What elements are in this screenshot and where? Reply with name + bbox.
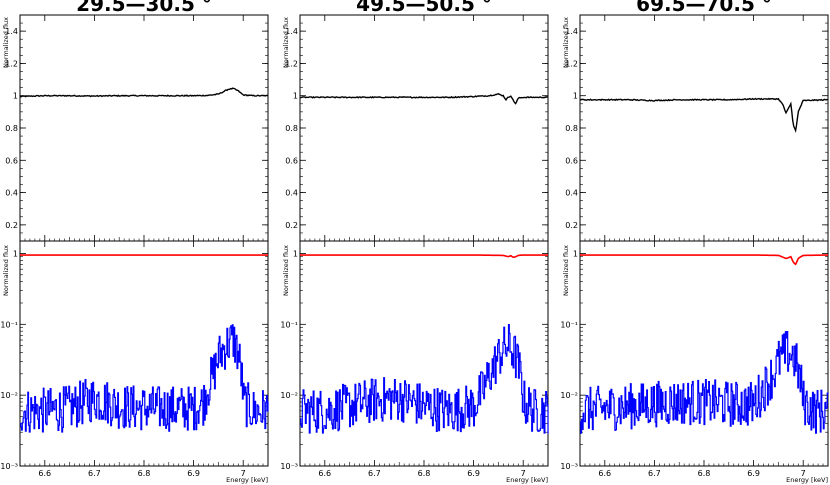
y-tick-label: 0.2	[5, 221, 18, 230]
y-tick-label: 10⁻²	[0, 391, 18, 400]
top-plot-frame	[19, 14, 269, 242]
chart-panel-3: 69.5—70.5 °0.20.40.60.811.21.4Normalized…	[560, 0, 829, 484]
y-tick-label: 0.6	[5, 156, 18, 165]
y-tick-label: 0.6	[565, 156, 578, 165]
y-tick-label: 10⁻²	[280, 391, 298, 400]
bottom-plot-frame	[579, 240, 829, 467]
y-axis-title: Normalized flux	[2, 17, 10, 68]
y-tick-label: 10⁻³	[0, 462, 18, 471]
panel-title: 49.5—50.5 °	[356, 0, 492, 16]
y-tick-label: 0.6	[285, 156, 298, 165]
panel-title: 29.5—30.5 °	[76, 0, 212, 16]
y-tick-label: 0.8	[5, 124, 18, 133]
y-tick-label: 1.2	[565, 59, 578, 68]
chart-panel-2: 49.5—50.5 °0.20.40.60.811.21.4Normalized…	[280, 0, 549, 484]
x-tick-label: 6.7	[648, 469, 661, 478]
y-tick-label: 1	[13, 92, 18, 101]
y-tick-label: 0.8	[285, 124, 298, 133]
y-tick-label: 10⁻³	[280, 462, 298, 471]
y-tick-label: 1	[293, 92, 298, 101]
y-tick-label: 1.2	[285, 59, 298, 68]
x-tick-label: 6.8	[138, 469, 151, 478]
y-tick-label: 1.4	[285, 27, 298, 36]
top-series-line	[19, 87, 269, 98]
y-tick-label: 0.4	[5, 189, 18, 198]
x-tick-label: 6.9	[467, 469, 480, 478]
x-tick-label: 6.6	[598, 469, 611, 478]
bottom-series-spectrum	[20, 324, 269, 433]
y-tick-label: 1	[13, 249, 18, 258]
y-tick-label: 10⁻¹	[280, 320, 298, 329]
x-tick-label: 7	[521, 469, 526, 478]
y-tick-label: 1.2	[5, 59, 18, 68]
y-axis-title: Normalized flux	[562, 245, 570, 296]
x-tick-label: 6.7	[88, 469, 101, 478]
y-axis-title: Normalized flux	[282, 17, 290, 68]
y-tick-label: 1.4	[5, 27, 18, 36]
y-tick-label: 0.2	[285, 221, 298, 230]
y-axis-title: Normalized flux	[282, 245, 290, 296]
y-tick-label: 0.8	[565, 124, 578, 133]
bottom-series-transmission	[300, 254, 548, 259]
x-axis-title: Energy [keV]	[786, 476, 828, 484]
x-tick-label: 6.9	[187, 469, 200, 478]
x-tick-label: 6.6	[38, 469, 51, 478]
y-tick-label: 0.2	[565, 221, 578, 230]
bottom-series-spectrum	[300, 324, 549, 434]
x-tick-label: 6.8	[698, 469, 711, 478]
y-tick-label: 1	[293, 249, 298, 258]
bottom-series-spectrum	[580, 331, 829, 434]
bottom-plot-frame	[299, 240, 549, 467]
y-tick-label: 1.4	[565, 27, 578, 36]
x-axis-title: Energy [keV]	[226, 476, 268, 484]
x-tick-label: 6.6	[318, 469, 331, 478]
x-tick-label: 6.9	[747, 469, 760, 478]
y-tick-label: 10⁻³	[560, 462, 578, 471]
top-plot-frame	[299, 14, 549, 242]
y-axis-title: Normalized flux	[2, 245, 10, 296]
top-series-line	[579, 97, 829, 134]
bottom-plot-frame	[19, 240, 269, 467]
x-tick-label: 7	[801, 469, 806, 478]
panel-title: 69.5—70.5 °	[636, 0, 772, 16]
x-tick-label: 6.8	[418, 469, 431, 478]
y-tick-label: 1	[573, 249, 578, 258]
chart-panel-1: 29.5—30.5 °0.20.40.60.811.21.4Normalized…	[0, 0, 269, 484]
y-tick-label: 10⁻¹	[0, 320, 18, 329]
top-series-line	[299, 93, 549, 105]
bottom-series-transmission	[580, 254, 828, 266]
y-tick-label: 1	[573, 92, 578, 101]
y-axis-title: Normalized flux	[562, 17, 570, 68]
x-axis-title: Energy [keV]	[506, 476, 548, 484]
x-tick-label: 6.7	[368, 469, 381, 478]
y-tick-label: 0.4	[285, 189, 298, 198]
x-tick-label: 7	[241, 469, 246, 478]
y-tick-label: 10⁻¹	[560, 320, 578, 329]
top-plot-frame	[579, 14, 829, 242]
y-tick-label: 0.4	[565, 189, 578, 198]
y-tick-label: 10⁻²	[560, 391, 578, 400]
